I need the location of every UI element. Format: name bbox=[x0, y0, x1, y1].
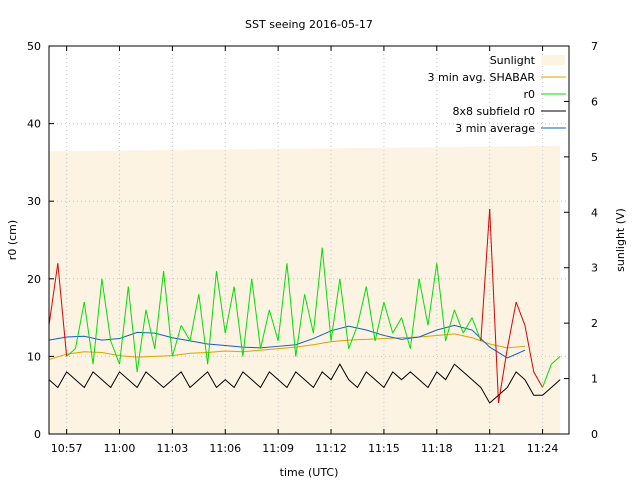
y-right-tick-label: 5 bbox=[591, 151, 598, 164]
legend-entry-r0-label: r0 bbox=[523, 88, 535, 101]
series-r0-segment bbox=[365, 286, 376, 341]
series-r0-segment bbox=[110, 340, 120, 365]
series-3-min-average bbox=[48, 324, 526, 359]
sunlight-area bbox=[49, 145, 561, 434]
series-r0-segment bbox=[330, 278, 341, 341]
series-r0-segment bbox=[189, 294, 200, 341]
y-tick-label: 20 bbox=[27, 273, 41, 286]
series-r0-segment bbox=[171, 325, 182, 357]
series-r0-segment bbox=[339, 278, 350, 349]
series-r0-segment bbox=[418, 278, 429, 326]
x-tick-label: 11:03 bbox=[157, 442, 189, 455]
x-tick-label: 11:18 bbox=[421, 442, 453, 455]
series-r0-segment bbox=[321, 247, 332, 341]
legend-entry-sunlight-swatch bbox=[541, 55, 565, 65]
x-tick-label: 11:06 bbox=[209, 442, 241, 455]
series-r0-segment bbox=[127, 286, 138, 372]
series-r0-segment bbox=[551, 356, 561, 365]
series-r0-segment bbox=[524, 325, 535, 373]
legend-entry-avg3-label: 3 min average bbox=[455, 122, 535, 135]
y-axis-right-label: sunlight (V) bbox=[614, 208, 627, 272]
y-tick-label: 50 bbox=[27, 40, 41, 53]
chart-title: SST seeing 2016-05-17 bbox=[245, 18, 373, 31]
series-r0-segment bbox=[427, 263, 438, 326]
series-r0-segment bbox=[101, 278, 112, 341]
series-r0-segment bbox=[154, 270, 165, 349]
series-r0-segment bbox=[57, 263, 68, 357]
series-r0-segment bbox=[215, 270, 226, 334]
x-tick-label: 11:09 bbox=[262, 442, 294, 455]
series-r0-segment bbox=[392, 317, 402, 334]
y-tick-label: 0 bbox=[34, 428, 41, 441]
series-r0-segment bbox=[515, 301, 526, 326]
legend: Sunlight 3 min avg. SHABAR r0 8x8 subfield … bbox=[428, 54, 566, 135]
y-right-tick-label: 1 bbox=[591, 373, 598, 386]
series-r0-segment bbox=[348, 325, 358, 349]
y-right-tick-label: 3 bbox=[591, 262, 598, 275]
y-right-tick-label: 2 bbox=[591, 317, 598, 330]
plot-frame bbox=[48, 45, 570, 435]
series-r0-segment bbox=[304, 294, 314, 334]
x-tick-label: 11:21 bbox=[474, 442, 506, 455]
series-r0-segment bbox=[136, 309, 147, 372]
y-right-tick-label: 4 bbox=[591, 206, 598, 219]
series-r0-segment bbox=[119, 286, 129, 365]
series-r0-segment bbox=[48, 263, 59, 326]
series-r0-segment bbox=[268, 309, 279, 342]
x-tick-label: 11:00 bbox=[104, 442, 136, 455]
legend-entry-shabar-label: 3 min avg. SHABAR bbox=[428, 71, 536, 84]
y-tick-label: 10 bbox=[27, 350, 41, 363]
y-right-tick-label: 6 bbox=[591, 95, 598, 108]
series-r0-segment bbox=[436, 263, 447, 341]
series-r0-segment bbox=[163, 270, 173, 357]
series-r0-segment bbox=[462, 317, 473, 334]
series-r0-segment bbox=[312, 247, 323, 334]
series-r0-segment bbox=[92, 278, 103, 365]
series-r0-segment bbox=[295, 294, 306, 357]
series-8x8-subfield-r0 bbox=[48, 363, 561, 404]
series-r0-segment bbox=[145, 309, 156, 349]
x-axis-label: time (UTC) bbox=[280, 466, 339, 479]
series-r0-segment bbox=[260, 309, 270, 349]
series-r0-segment bbox=[445, 309, 455, 342]
y-right-tick-label: 0 bbox=[591, 428, 598, 441]
y-tick-label: 40 bbox=[27, 118, 41, 131]
legend-entry-sunlight-label: Sunlight bbox=[490, 54, 536, 67]
series-r0-segment bbox=[277, 263, 288, 341]
series-r0-segment bbox=[453, 309, 464, 334]
series-r0-segment bbox=[180, 325, 191, 342]
series-r0-segment bbox=[224, 286, 235, 334]
x-tick-label: 11:24 bbox=[527, 442, 559, 455]
series-r0-segment bbox=[242, 278, 253, 357]
series-r0-segment bbox=[198, 294, 209, 365]
x-tick-label: 10:57 bbox=[51, 442, 83, 455]
series-r0-segment bbox=[401, 317, 411, 349]
series-r0-segment bbox=[251, 278, 262, 349]
series-3-min-avg-shabar bbox=[48, 333, 525, 360]
y-tick-label: 30 bbox=[27, 195, 41, 208]
series-r0-segment bbox=[506, 301, 517, 349]
series-r0-segment bbox=[83, 302, 94, 365]
series-r0-segment bbox=[471, 317, 482, 342]
series-r0-segment bbox=[233, 286, 244, 357]
series-r0-segment bbox=[66, 348, 76, 357]
series-r0-segment bbox=[489, 208, 499, 403]
series-r0-segment bbox=[542, 363, 552, 388]
x-tick-label: 11:15 bbox=[368, 442, 400, 455]
series-r0-segment bbox=[374, 301, 385, 341]
series-r0-segment bbox=[207, 270, 217, 365]
y-right-tick-label: 7 bbox=[591, 40, 598, 53]
series-r0-segment bbox=[286, 263, 297, 357]
series-r0-segment bbox=[74, 301, 85, 349]
series-r0-segment bbox=[356, 286, 367, 326]
series-r0-segment bbox=[533, 371, 543, 388]
series-r0-segment bbox=[383, 301, 394, 334]
legend-entry-subfield-r0-label: 8x8 subfield r0 bbox=[453, 105, 535, 118]
x-tick-label: 11:12 bbox=[315, 442, 347, 455]
series-r0-segment bbox=[409, 278, 420, 349]
series-r0-segment bbox=[480, 208, 491, 341]
y-axis-label: r0 (cm) bbox=[6, 220, 19, 260]
